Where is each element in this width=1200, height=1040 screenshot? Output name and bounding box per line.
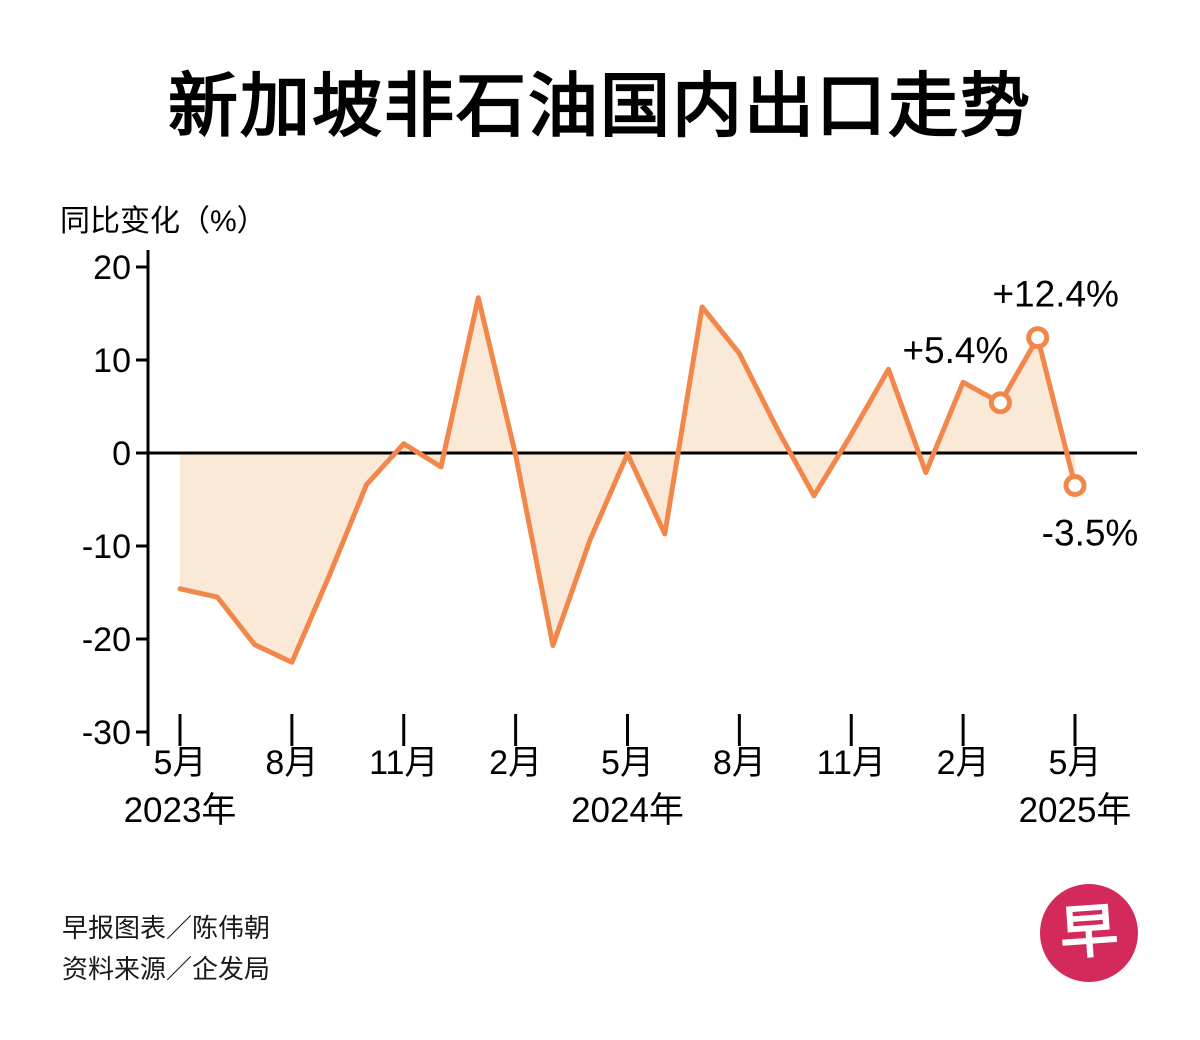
chart-axes-layer — [136, 250, 1137, 746]
y-axis-title: 同比变化（%） — [60, 205, 267, 238]
annotation-2025-03: +5.4% — [902, 330, 1008, 371]
chart-title: 新加坡非石油国内出口走势 — [168, 67, 1032, 145]
x-tick-label: 2月 — [937, 744, 990, 782]
chart-line-layer — [177, 295, 1078, 665]
credits-block: 早报图表／陈伟朝 资料来源／企发局 — [62, 908, 270, 990]
y-tick-label: -10 — [82, 528, 131, 566]
x-tick-label: 5月 — [601, 744, 654, 782]
y-tick-label: -30 — [82, 714, 131, 752]
chart-markers-layer — [988, 326, 1087, 498]
credit-data-source: 资料来源／企发局 — [62, 954, 271, 984]
x-tick-label: 5月 — [154, 744, 207, 782]
nodx-line — [177, 295, 1078, 665]
y-tick-label: 10 — [93, 342, 131, 380]
data-point-marker — [1063, 474, 1087, 498]
x-tick-label: 8月 — [265, 744, 318, 782]
zaobao-logo: 早 — [1040, 884, 1138, 982]
annotation-2025-04: +12.4% — [992, 274, 1119, 315]
y-tick-label: -20 — [82, 621, 131, 659]
area-fill — [180, 297, 1075, 663]
x-tick-label: 11月 — [817, 744, 886, 782]
x-tick-label: 5月 — [1049, 744, 1102, 782]
data-point-marker — [1026, 326, 1050, 350]
year-label: 2025年 — [1019, 791, 1132, 830]
chart-area-layer — [180, 297, 1075, 663]
data-point-marker — [988, 391, 1012, 415]
credit-chart-author: 早报图表／陈伟朝 — [62, 913, 271, 943]
x-tick-label: 2月 — [489, 744, 542, 782]
chart-labels-layer: 20 10 0 -10 -20 -30 5月 8月 11月 2月 5月 8月 11月 2月 5月 2023年 2… — [82, 249, 1138, 830]
y-tick-label: 20 — [93, 249, 131, 287]
year-label: 2023年 — [124, 791, 237, 830]
y-tick-label: 0 — [112, 435, 131, 473]
year-label: 2024年 — [571, 791, 684, 830]
annotation-2025-05: -3.5% — [1042, 513, 1139, 554]
x-tick-label: 11月 — [369, 744, 438, 782]
x-tick-label: 8月 — [713, 744, 766, 782]
zaobao-logo-glyph: 早 — [1057, 898, 1121, 967]
